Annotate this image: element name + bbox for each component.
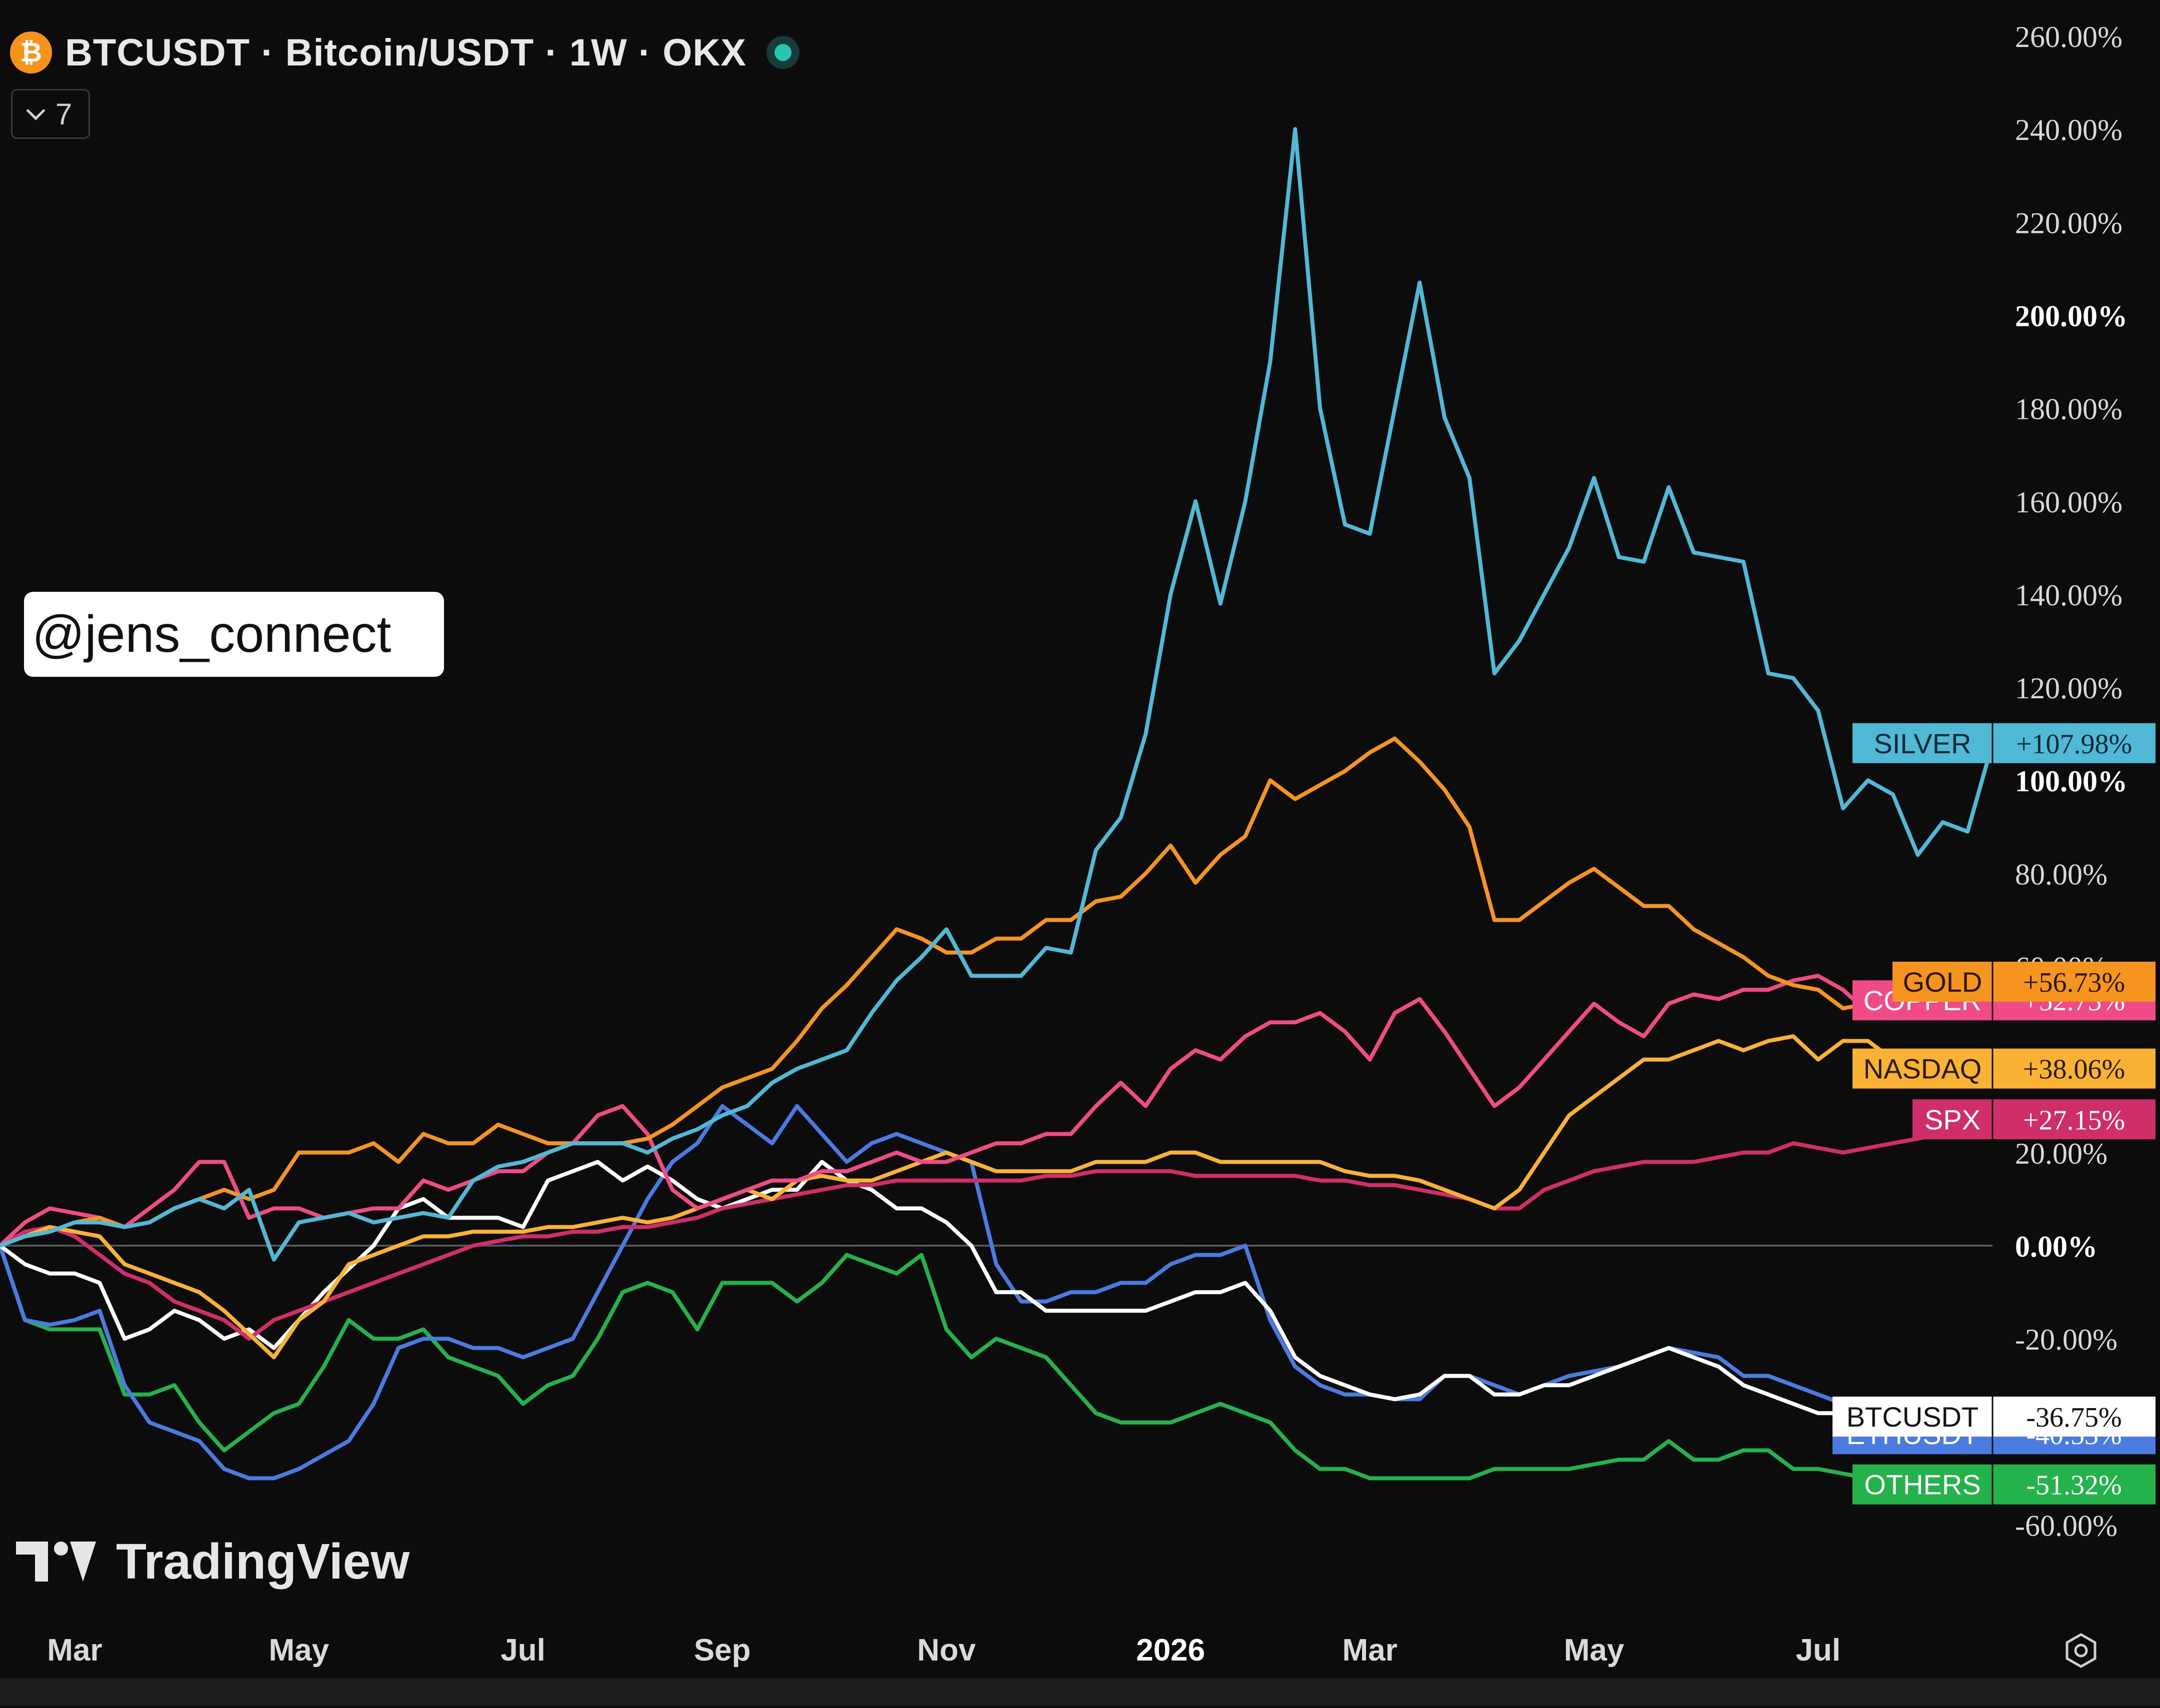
- axis-tag-value: +27.15%: [2023, 1105, 2125, 1136]
- y-tick-label: 260.00%: [2015, 20, 2122, 53]
- y-tick-label: 0.00%: [2015, 1230, 2098, 1263]
- axis-tag-value: -36.75%: [2026, 1402, 2122, 1433]
- axis-tag-value-box: [1992, 1464, 2156, 1505]
- axis-tag-btcusdt[interactable]: BTCUSDT -36.75%: [1832, 1397, 2156, 1437]
- axis-tag-value-box: [1992, 961, 2156, 1002]
- axis-tag-silver[interactable]: SILVER +107.98%: [1852, 723, 2156, 763]
- chevron-down-icon: [26, 100, 46, 120]
- axis-tag-value: +107.98%: [2016, 729, 2132, 760]
- series-line-btcusdt[interactable]: [0, 1160, 1970, 1425]
- tradingview-logo-icon: [16, 1537, 98, 1587]
- axis-tag-others[interactable]: OTHERS -51.32%: [1852, 1464, 2156, 1505]
- axis-tag-value-box: [1992, 1048, 2156, 1089]
- y-tick-label: 100.00%: [2015, 765, 2128, 798]
- symbol-title[interactable]: BTCUSDT · Bitcoin/USDT · 1W · OKX: [65, 31, 746, 74]
- axis-tag-nasdaq[interactable]: NASDAQ +38.06%: [1852, 1048, 2156, 1089]
- axis-tag-spx[interactable]: SPX +27.15%: [1912, 1099, 2156, 1140]
- axis-tag-value: +38.06%: [2023, 1054, 2125, 1085]
- series-line-spx[interactable]: [0, 1117, 1994, 1341]
- axis-tag-value: +56.73%: [2023, 967, 2125, 998]
- axis-tag-value-box: [1992, 1397, 2156, 1437]
- series-line-nasdaq[interactable]: [0, 1034, 1970, 1360]
- x-tick-label: Jul: [500, 1633, 546, 1668]
- y-tick-label: 80.00%: [2015, 858, 2108, 891]
- tradingview-logo[interactable]: TradingView: [16, 1532, 410, 1592]
- y-tick-label: 140.00%: [2015, 579, 2122, 612]
- y-tick-label: 220.00%: [2015, 206, 2122, 239]
- axis-tag-name-box: [1912, 1099, 1992, 1140]
- bottom-bar: [0, 1679, 2160, 1706]
- axis-tag-name-box: [1852, 723, 1992, 763]
- symbol-header[interactable]: ₿ BTCUSDT · Bitcoin/USDT · 1W · OKX: [10, 25, 800, 80]
- series-line-others[interactable]: [0, 1244, 1970, 1487]
- author-watermark: @jens_connect: [24, 592, 444, 677]
- y-tick-label: 160.00%: [2015, 486, 2122, 519]
- y-tick-label: -60.00%: [2015, 1509, 2118, 1542]
- x-tick-label: May: [268, 1633, 329, 1668]
- tradingview-brand-name: TradingView: [116, 1533, 410, 1590]
- x-tick-label: Mar: [47, 1633, 102, 1668]
- axis-tag-name: NASDAQ: [1864, 1053, 1982, 1085]
- series-line-gold[interactable]: [0, 736, 1970, 1248]
- y-tick-label: 240.00%: [2015, 113, 2122, 146]
- y-tick-label: -20.00%: [2015, 1323, 2118, 1356]
- axis-tag-name-box: [1852, 1464, 1992, 1505]
- indicator-collapse-button[interactable]: 7: [11, 89, 90, 139]
- x-tick-label: Mar: [1342, 1633, 1398, 1668]
- y-tick-label: 120.00%: [2015, 672, 2122, 705]
- x-tick-label: Nov: [917, 1633, 976, 1668]
- axis-tag-name: SPX: [1924, 1104, 1980, 1135]
- axis-tag-name: OTHERS: [1864, 1469, 1980, 1501]
- indicator-count: 7: [55, 97, 72, 131]
- y-tick-label: 200.00%: [2015, 299, 2128, 332]
- axis-tag-name: GOLD: [1903, 966, 1982, 998]
- x-tick-label: Sep: [694, 1633, 751, 1668]
- axis-tag-value: -51.32%: [2026, 1470, 2122, 1501]
- y-tick-label: 180.00%: [2015, 393, 2122, 426]
- axis-tag-gold[interactable]: GOLD +56.73%: [1892, 961, 2156, 1002]
- axis-tag-value-box: [1992, 723, 2156, 763]
- x-tick-label: May: [1564, 1633, 1624, 1668]
- axis-tag-name-box: [1892, 961, 1992, 1002]
- axis-tag-name: SILVER: [1874, 728, 1971, 759]
- x-tick-label: 2026: [1136, 1633, 1205, 1668]
- axis-tag-value-box: [1992, 1099, 2156, 1140]
- axis-tag-name-box: [1832, 1397, 1992, 1437]
- market-open-dot-icon: [766, 36, 800, 69]
- series-line-silver[interactable]: [0, 127, 1994, 1262]
- x-tick-label: Jul: [1796, 1633, 1841, 1668]
- axis-tag-name: BTCUSDT: [1846, 1401, 1978, 1433]
- settings-gear-icon[interactable]: [2063, 1633, 2099, 1669]
- y-tick-label: 20.00%: [2015, 1137, 2108, 1170]
- bitcoin-coin-icon: ₿: [10, 31, 52, 73]
- axis-tag-name-box: [1852, 1048, 1992, 1089]
